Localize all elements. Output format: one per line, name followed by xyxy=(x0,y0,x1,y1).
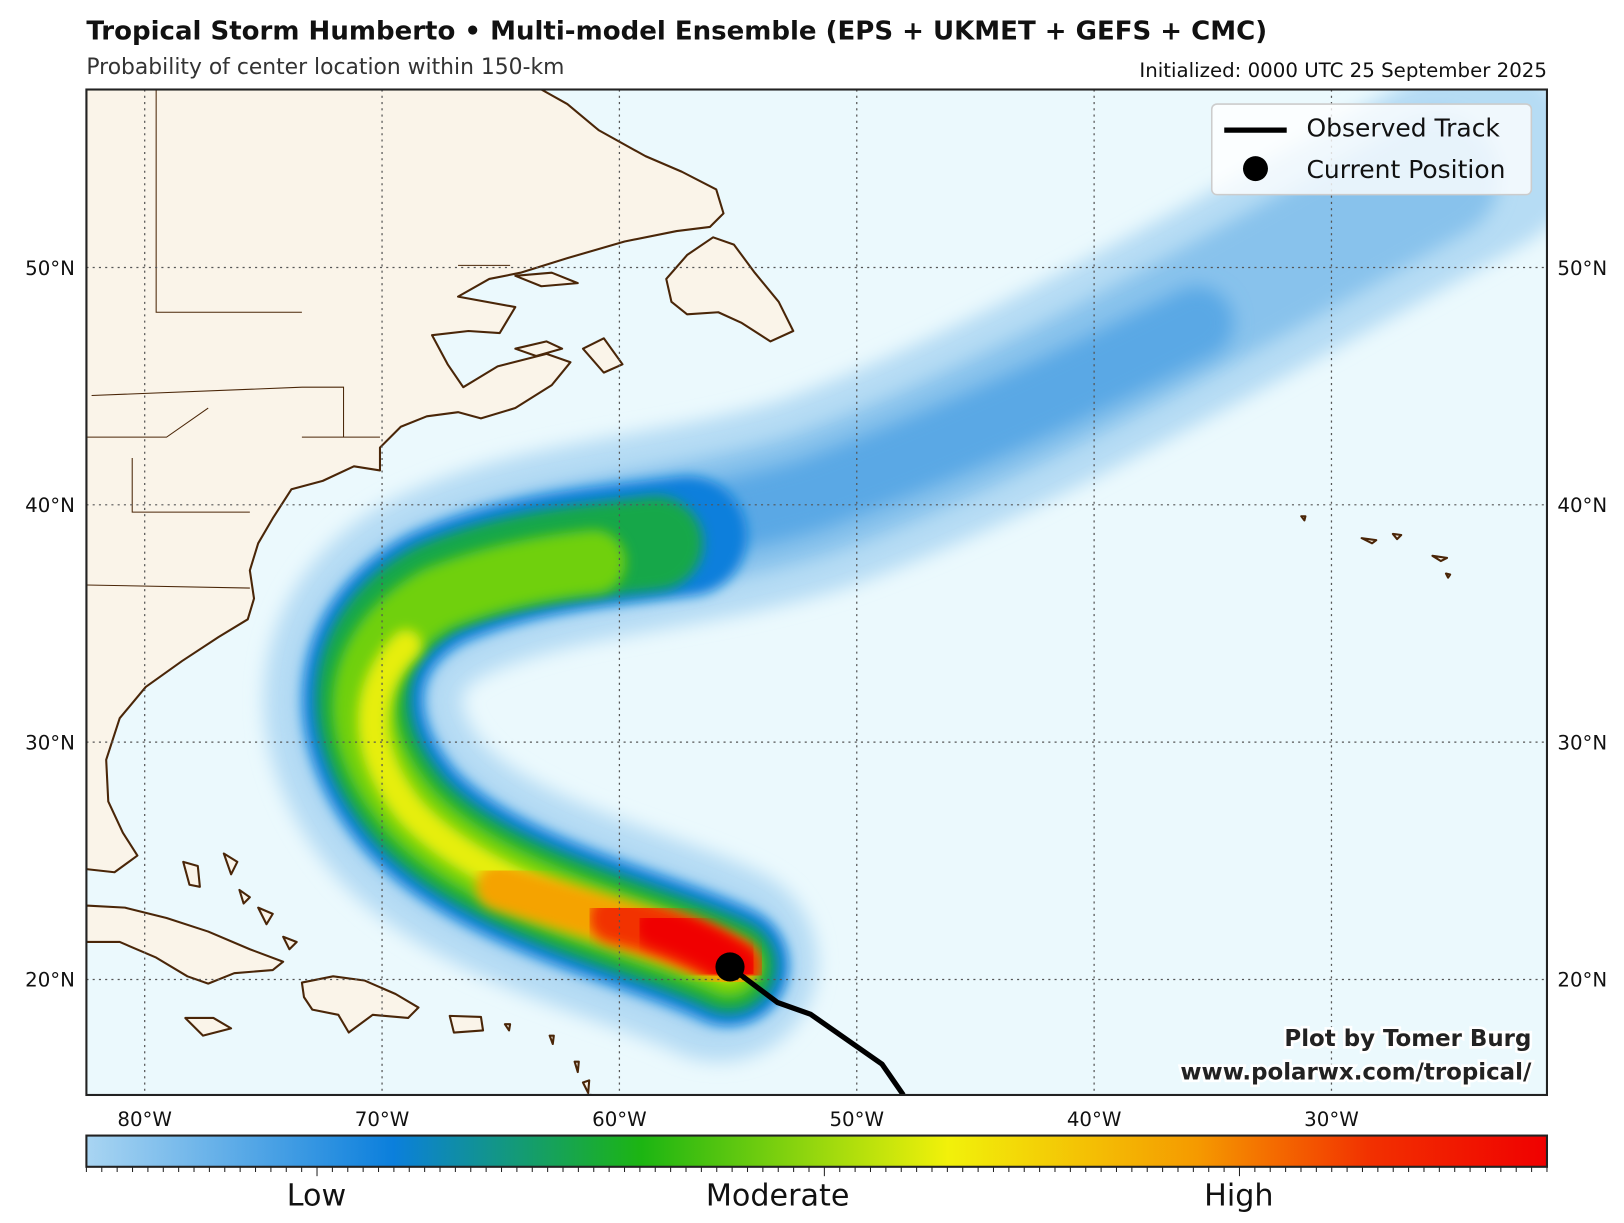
graticule xyxy=(86,89,1547,1095)
svg-text:40°N: 40°N xyxy=(1557,494,1607,517)
svg-text:20°N: 20°N xyxy=(1557,969,1607,992)
prince-edward-island xyxy=(514,340,564,358)
puerto-rico xyxy=(448,1014,485,1034)
lesser-antilles xyxy=(503,1023,593,1095)
current-position-marker xyxy=(715,952,745,982)
initialized-time: Initialized: 0000 UTC 25 September 2025 xyxy=(1139,59,1547,82)
svg-text:30°N: 30°N xyxy=(1557,731,1607,754)
current-position-swatch xyxy=(1242,156,1268,182)
hispaniola xyxy=(300,975,420,1034)
observed-track-line xyxy=(728,964,906,1095)
svg-text:70°W: 70°W xyxy=(355,1108,410,1131)
colorbar: Low Moderate High xyxy=(85,1134,1549,1213)
cuba xyxy=(86,904,285,985)
newfoundland xyxy=(665,236,795,343)
colorbar-ticks xyxy=(85,1166,1548,1177)
map-panel: Plot by Tomer Burg www.polarwx.com/tropi… xyxy=(86,89,1547,1095)
north-america-land xyxy=(86,89,725,874)
svg-text:30°N: 30°N xyxy=(25,731,75,754)
coastlines xyxy=(86,89,1452,1095)
colorbar-label-high: High xyxy=(1204,1178,1273,1213)
colorbar-label-low: Low xyxy=(287,1178,346,1213)
svg-text:40°N: 40°N xyxy=(25,494,75,517)
cape-breton xyxy=(581,337,624,374)
colorbar-label-moderate: Moderate xyxy=(706,1178,850,1213)
jamaica xyxy=(184,1016,233,1037)
svg-text:30°W: 30°W xyxy=(1304,1108,1359,1131)
chart-subtitle: Probability of center location within 15… xyxy=(86,55,564,80)
longitude-labels: 80°W 70°W 60°W 50°W 40°W 30°W xyxy=(117,1108,1358,1131)
bahamas xyxy=(182,852,298,951)
anticosti-island xyxy=(514,271,579,288)
credit-author: Plot by Tomer Burg xyxy=(1284,1026,1531,1052)
latitude-labels: 50°N 40°N 30°N 20°N 50°N 40°N 30°N 20°N xyxy=(25,257,1607,992)
colorbar-gradient xyxy=(85,1134,1549,1168)
legend: Observed Track Current Position xyxy=(1210,103,1533,196)
svg-text:50°W: 50°W xyxy=(829,1108,884,1131)
svg-text:60°W: 60°W xyxy=(592,1108,647,1131)
svg-text:50°N: 50°N xyxy=(1557,257,1607,280)
chart-title: Tropical Storm Humberto • Multi-model En… xyxy=(86,17,1267,47)
legend-observed-track: Observed Track xyxy=(1306,113,1500,142)
svg-text:80°W: 80°W xyxy=(117,1108,172,1131)
svg-text:20°N: 20°N xyxy=(25,969,75,992)
svg-text:40°W: 40°W xyxy=(1067,1108,1122,1131)
svg-text:50°N: 50°N xyxy=(25,257,75,280)
azores xyxy=(1300,515,1452,579)
map-frame xyxy=(85,88,1549,1097)
credit-url: www.polarwx.com/tropical/ xyxy=(1180,1059,1532,1085)
legend-current-position: Current Position xyxy=(1306,155,1505,184)
state-borders xyxy=(86,89,511,589)
